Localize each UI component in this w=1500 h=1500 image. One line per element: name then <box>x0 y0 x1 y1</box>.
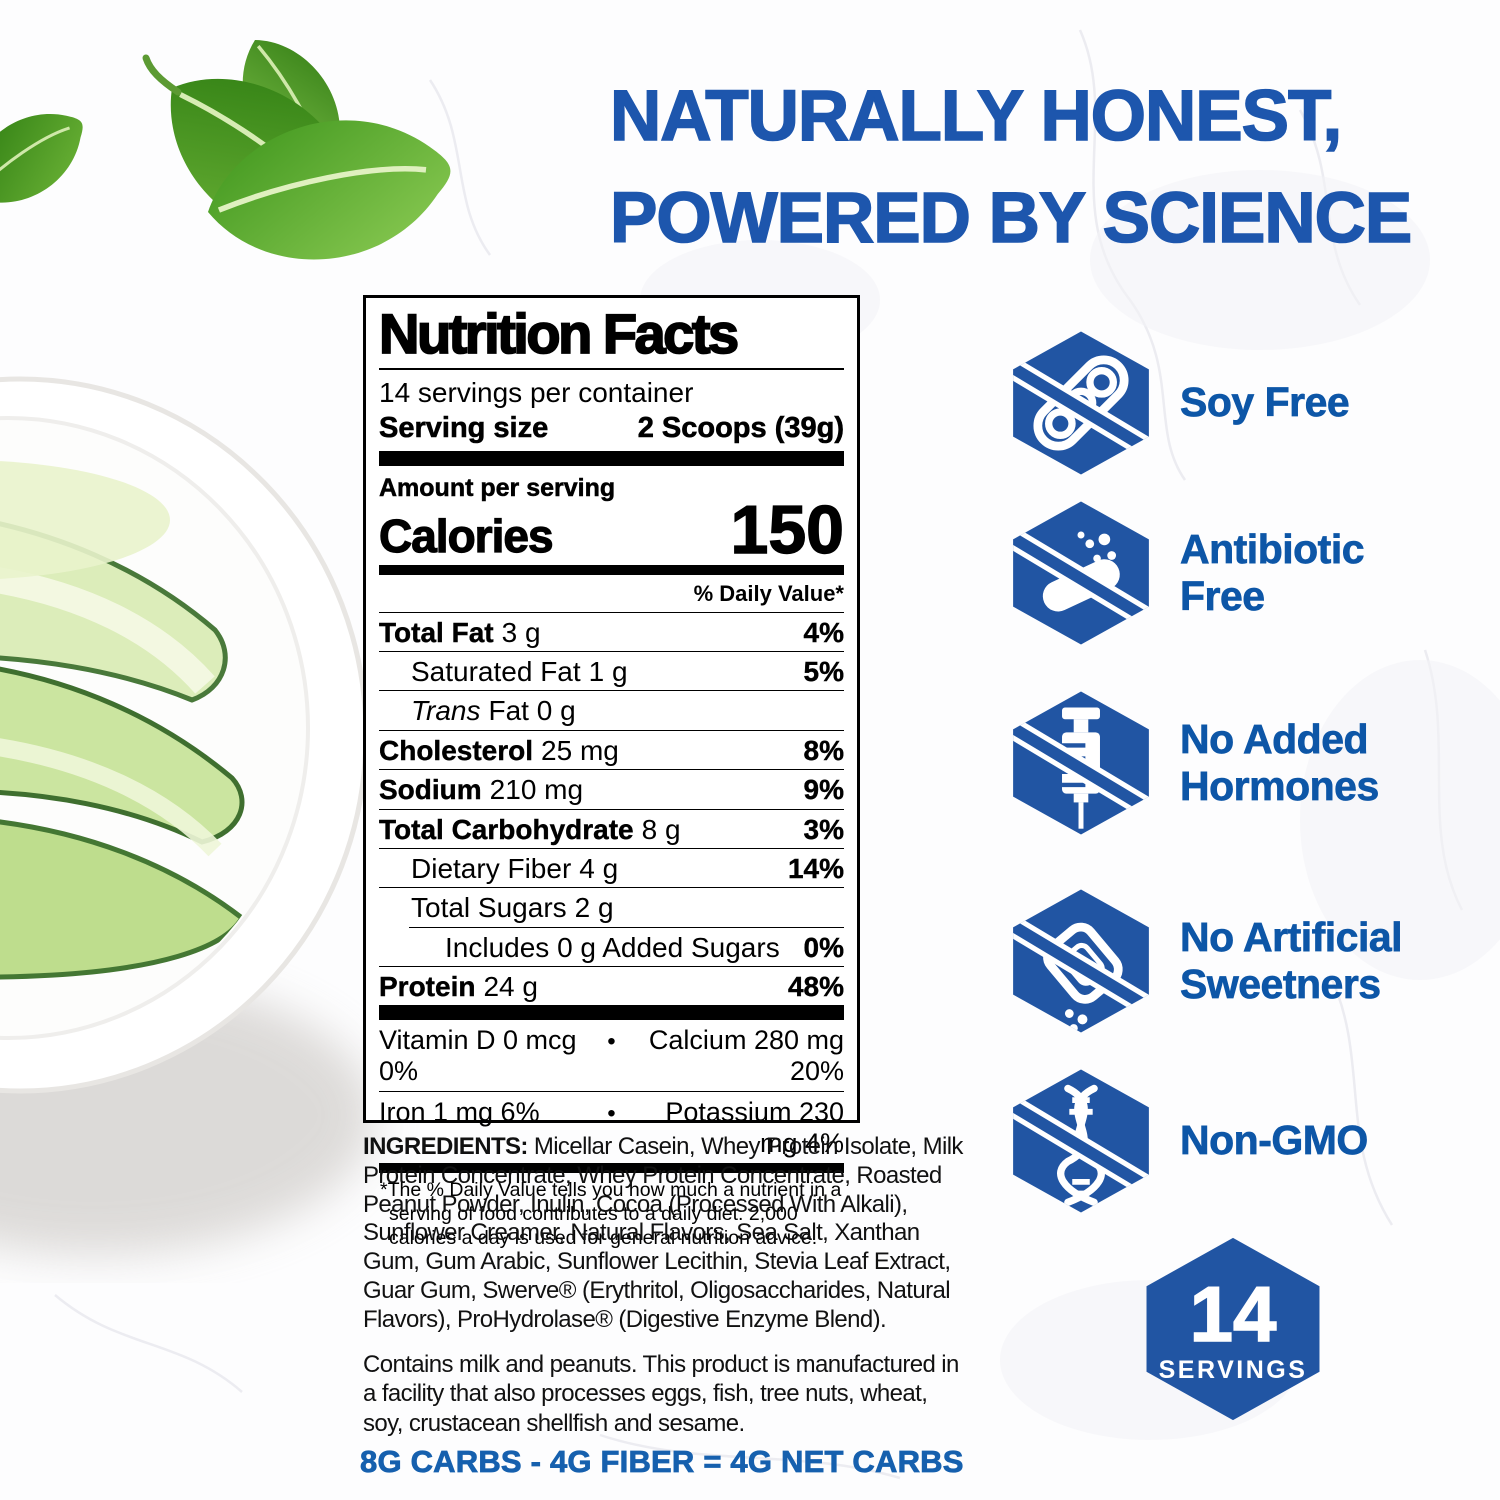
nutrient-row-added-sugars: Includes 0 g Added Sugars 0% <box>409 926 844 966</box>
serving-size-row: Serving size 2 Scoops (39g) <box>379 410 845 451</box>
daily-value-footnote: *The % Daily Value tells you how much a … <box>380 1179 842 1249</box>
antibiotic-free-icon <box>1008 500 1154 646</box>
nutrient-row-total-carbohydrate: Total Carbohydrate 8 g 3% <box>379 808 844 848</box>
micronutrient-row-2: Iron 1 mg 6% • Potassium 230 mg 4% <box>379 1091 844 1163</box>
nutrient-row-dietary-fiber: Dietary Fiber 4 g 14% <box>379 847 844 887</box>
ingredients-text: Micellar Casein, Whey Protein Isolate, M… <box>363 1133 963 1333</box>
no-added-hormones-icon <box>1008 690 1154 836</box>
basil-leaves-photo <box>0 19 463 282</box>
calories-label: Calories <box>378 509 554 562</box>
allergen-statement: Contains milk and peanuts. This product … <box>363 1351 959 1437</box>
headline-line2: POWERED BY SCIENCE <box>609 178 1413 259</box>
headline: NATURALLY HONEST, POWERED BY SCIENCE <box>609 66 1470 270</box>
no-artificial-sweeteners-icon <box>1008 888 1154 1034</box>
feature-label: Non-GMO <box>1180 1117 1369 1164</box>
nutrient-row-sodium: Sodium 210 mg 9% <box>379 769 844 808</box>
soy-free-icon <box>1008 330 1154 476</box>
cucumber-bowl-photo <box>0 376 369 1094</box>
nutrient-row-total-sugars: Total Sugars 2 g <box>379 887 844 926</box>
micronutrient-row-1: Vitamin D 0 mcg 0% • Calcium 280 mg 20% <box>379 1025 844 1087</box>
calories-value: 150 <box>730 492 845 568</box>
thick-divider <box>379 1005 844 1021</box>
calories-row: Calories 150 <box>378 492 845 568</box>
net-carbs-line: 8G CARBS - 4G FIBER = 4G NET CARBS <box>360 1444 964 1480</box>
feature-label: No Added Hormones <box>1180 715 1380 810</box>
nutrient-row-total-fat: Total Fat 3 g 4% <box>379 611 844 651</box>
medium-divider <box>379 1163 844 1174</box>
feature-no-artificial-sweeteners: No Artificial Sweetners <box>1008 888 1403 1034</box>
nutrient-row-trans-fat: Trans Fat 0 g <box>379 690 844 729</box>
non-gmo-icon <box>1008 1068 1154 1214</box>
nutrition-facts-title: Nutrition Facts <box>378 305 844 370</box>
headline-line1: NATURALLY HONEST, <box>609 76 1343 157</box>
thick-divider <box>379 451 844 466</box>
feature-no-added-hormones: No Added Hormones <box>1008 690 1380 836</box>
serving-size-value: 2 Scoops (39g) <box>637 412 844 445</box>
feature-label: No Artificial Sweetners <box>1180 913 1403 1008</box>
nutrition-facts-label: Nutrition Facts 14 servings per containe… <box>363 295 860 1249</box>
ingredients-heading: INGREDIENTS: <box>363 1133 528 1160</box>
hexagon-badge-icon <box>1146 1237 1320 1421</box>
feature-antibiotic-free: Antibiotic Free <box>1008 500 1365 646</box>
servings-count: 14 <box>1189 1270 1277 1359</box>
feature-soy-free: Soy Free <box>1008 330 1350 476</box>
servings-per-container: 14 servings per container <box>379 377 694 408</box>
bullet-separator: • <box>607 1100 616 1128</box>
feature-label: Soy Free <box>1180 379 1350 426</box>
servings-badge: 14 SERVINGS <box>1140 1236 1326 1422</box>
feature-non-gmo: Non-GMO <box>1008 1068 1369 1214</box>
ingredients-paragraph: INGREDIENTS: Micellar Casein, Whey Protei… <box>363 1133 978 1335</box>
nutrient-row-cholesterol: Cholesterol 25 mg 8% <box>379 729 844 769</box>
amount-per-serving: Amount per serving <box>379 474 616 503</box>
bullet-separator: • <box>607 1028 616 1056</box>
servings-word: SERVINGS <box>1158 1355 1308 1384</box>
serving-size-label: Serving size <box>379 412 549 445</box>
nutrient-row-protein: Protein 24 g 48% <box>379 965 844 1005</box>
feature-label: Antibiotic Free <box>1180 525 1365 620</box>
medium-divider <box>379 564 844 575</box>
nutrient-row-saturated-fat: Saturated Fat 1 g 5% <box>379 651 844 690</box>
daily-value-header: % Daily Value* <box>693 580 844 606</box>
